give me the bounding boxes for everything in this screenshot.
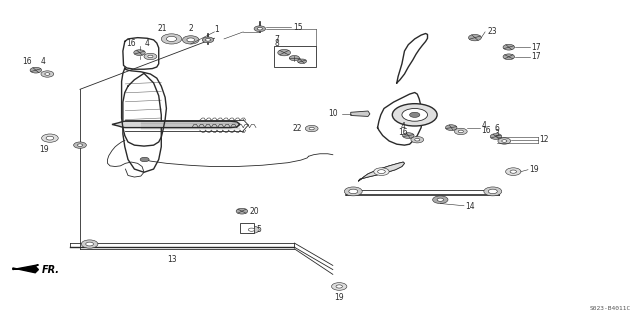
Circle shape bbox=[392, 104, 437, 126]
Text: 4: 4 bbox=[145, 40, 150, 48]
Circle shape bbox=[30, 67, 42, 73]
Text: 6: 6 bbox=[494, 124, 499, 133]
Circle shape bbox=[503, 54, 515, 60]
Text: 19: 19 bbox=[529, 165, 539, 174]
Text: 16: 16 bbox=[398, 128, 408, 137]
Text: 17: 17 bbox=[531, 43, 541, 52]
Circle shape bbox=[289, 56, 300, 61]
Circle shape bbox=[403, 133, 414, 138]
Text: 13: 13 bbox=[166, 256, 177, 264]
Text: 4: 4 bbox=[401, 122, 406, 131]
Circle shape bbox=[411, 137, 424, 143]
Circle shape bbox=[248, 228, 255, 231]
Polygon shape bbox=[13, 265, 38, 273]
Text: 20: 20 bbox=[250, 207, 259, 216]
Circle shape bbox=[502, 140, 507, 142]
Circle shape bbox=[374, 168, 389, 175]
Text: 17: 17 bbox=[531, 52, 541, 61]
Circle shape bbox=[336, 285, 342, 288]
Text: 3: 3 bbox=[494, 130, 499, 138]
Circle shape bbox=[236, 208, 248, 214]
Circle shape bbox=[42, 134, 58, 142]
Text: 21: 21 bbox=[158, 24, 167, 33]
Polygon shape bbox=[358, 162, 404, 181]
Circle shape bbox=[415, 138, 420, 141]
Text: 7: 7 bbox=[274, 35, 279, 44]
Text: 4: 4 bbox=[481, 121, 486, 130]
Circle shape bbox=[278, 49, 291, 56]
Circle shape bbox=[166, 36, 177, 41]
Circle shape bbox=[498, 138, 511, 144]
Circle shape bbox=[148, 55, 153, 58]
Text: 1: 1 bbox=[214, 25, 218, 34]
Text: 5: 5 bbox=[256, 225, 261, 234]
Circle shape bbox=[378, 170, 385, 174]
Circle shape bbox=[298, 59, 307, 63]
Circle shape bbox=[445, 125, 457, 130]
Circle shape bbox=[506, 168, 521, 175]
Circle shape bbox=[45, 73, 50, 75]
Circle shape bbox=[86, 242, 93, 246]
Circle shape bbox=[41, 71, 54, 77]
Polygon shape bbox=[351, 111, 370, 116]
Circle shape bbox=[205, 39, 211, 41]
Circle shape bbox=[257, 27, 262, 30]
Circle shape bbox=[490, 134, 502, 139]
Circle shape bbox=[134, 50, 145, 56]
Circle shape bbox=[468, 34, 481, 41]
Circle shape bbox=[309, 127, 314, 130]
Circle shape bbox=[81, 240, 98, 248]
Circle shape bbox=[202, 37, 214, 43]
Circle shape bbox=[503, 44, 515, 50]
Circle shape bbox=[402, 108, 428, 121]
FancyBboxPatch shape bbox=[274, 46, 316, 67]
Text: 23: 23 bbox=[488, 27, 497, 36]
Circle shape bbox=[433, 196, 448, 204]
Circle shape bbox=[254, 26, 266, 32]
FancyBboxPatch shape bbox=[240, 223, 254, 233]
Circle shape bbox=[182, 36, 199, 44]
Text: 16: 16 bbox=[125, 40, 136, 48]
Circle shape bbox=[437, 198, 444, 201]
Circle shape bbox=[187, 38, 195, 42]
Circle shape bbox=[410, 112, 420, 117]
Circle shape bbox=[510, 170, 516, 173]
Text: FR.: FR. bbox=[42, 264, 60, 275]
Circle shape bbox=[344, 187, 362, 196]
Circle shape bbox=[488, 189, 497, 194]
Text: 22: 22 bbox=[292, 124, 302, 133]
Text: S023-B4011C: S023-B4011C bbox=[589, 306, 630, 311]
Text: 19: 19 bbox=[334, 293, 344, 302]
Text: 8: 8 bbox=[274, 40, 279, 48]
Circle shape bbox=[305, 125, 318, 132]
Circle shape bbox=[74, 142, 86, 148]
Polygon shape bbox=[112, 121, 240, 128]
Circle shape bbox=[244, 226, 259, 234]
Circle shape bbox=[144, 53, 157, 60]
Text: 10: 10 bbox=[328, 109, 338, 118]
Circle shape bbox=[458, 130, 463, 133]
Circle shape bbox=[454, 128, 467, 135]
Text: 16: 16 bbox=[481, 126, 491, 135]
Text: 4: 4 bbox=[41, 57, 46, 66]
Circle shape bbox=[46, 136, 54, 140]
Circle shape bbox=[332, 283, 347, 290]
Text: 19: 19 bbox=[38, 145, 49, 153]
Circle shape bbox=[349, 189, 358, 194]
Text: 16: 16 bbox=[22, 57, 32, 66]
Text: 12: 12 bbox=[539, 135, 548, 144]
Circle shape bbox=[140, 157, 149, 162]
Text: 15: 15 bbox=[293, 23, 303, 32]
Circle shape bbox=[484, 187, 502, 196]
Circle shape bbox=[161, 34, 182, 44]
Text: 2: 2 bbox=[188, 25, 193, 33]
Text: 14: 14 bbox=[465, 202, 475, 211]
Circle shape bbox=[77, 144, 83, 146]
